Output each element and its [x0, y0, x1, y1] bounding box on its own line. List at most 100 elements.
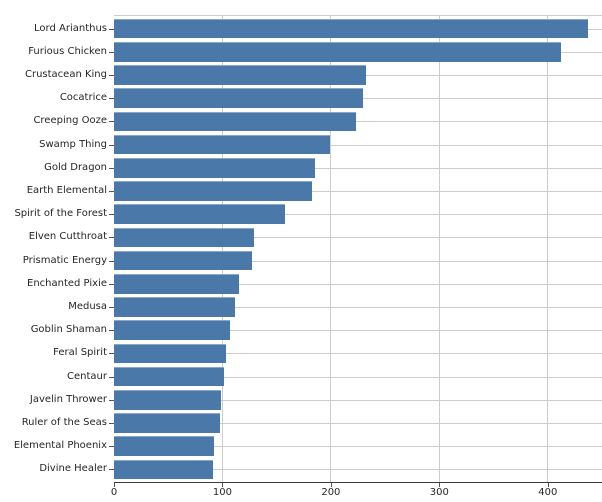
y-tick-label: Furious Chicken: [28, 45, 107, 57]
x-tick-mark: [547, 483, 549, 487]
y-gridline: [114, 214, 602, 216]
bar-row: [114, 87, 602, 110]
y-gridline: [114, 353, 602, 355]
y-gridline: [114, 422, 602, 424]
bar-enchanted-pixie: [114, 274, 239, 294]
bar-feral-spirit: [114, 343, 226, 364]
bar-row: [114, 110, 602, 133]
x-tick-label: 100: [212, 487, 232, 498]
y-tick-mark: [109, 446, 114, 448]
x-tick-mark: [330, 483, 332, 487]
bar-ruler-of-the-seas: [114, 413, 221, 433]
bar-row: [114, 63, 602, 86]
y-tick-mark: [109, 307, 114, 308]
x-tick-label: 0: [110, 487, 118, 498]
y-gridline: [114, 260, 602, 262]
x-gridline: [547, 15, 549, 482]
y-tick-label: Gold Dragon: [44, 161, 107, 173]
bar-row: [114, 40, 602, 63]
y-tick-mark: [109, 51, 114, 53]
y-gridline: [114, 376, 602, 378]
y-tick-label: Creeping Ooze: [33, 115, 107, 127]
y-tick-label: Swamp Thing: [39, 138, 107, 150]
y-tick-mark: [109, 237, 114, 239]
y-gridline: [114, 144, 602, 146]
y-tick-label: Prismatic Energy: [22, 254, 107, 266]
bar-row: [114, 342, 602, 365]
y-tick-mark: [109, 98, 114, 100]
y-tick-label: Crustacean King: [24, 69, 107, 80]
x-tick-mark: [114, 483, 115, 487]
bar-row: [114, 365, 602, 388]
x-gridline: [438, 15, 440, 482]
bar-crustacean-king: [114, 65, 366, 85]
y-tick-label: Divine Healer: [39, 463, 107, 475]
bar-row: [114, 295, 602, 318]
bar-lord-arianthus: [114, 18, 588, 39]
y-tick-mark: [109, 75, 114, 76]
bar-creeping-ooze: [114, 111, 356, 132]
bar-row: [114, 458, 602, 481]
bar-row: [114, 179, 602, 202]
x-tick-label: 400: [538, 487, 558, 498]
bar-swamp-thing: [114, 134, 330, 155]
y-gridline: [114, 446, 602, 448]
bar-row: [114, 272, 602, 295]
y-tick-label: Enchanted Pixie: [27, 277, 107, 289]
x-tick-label: 200: [321, 487, 341, 498]
bar-row: [114, 411, 602, 434]
y-gridline: [114, 283, 602, 285]
y-tick-label: Earth Elemental: [26, 185, 107, 196]
y-gridline: [114, 167, 602, 169]
y-tick-label: Javelin Thrower: [29, 393, 107, 405]
bar-furious-chicken: [114, 42, 561, 62]
y-tick-label: Medusa: [68, 301, 107, 312]
y-gridline: [114, 330, 602, 332]
y-tick-label: Ruler of the Seas: [21, 417, 107, 428]
y-tick-mark: [109, 167, 114, 169]
x-axis-line: [114, 482, 602, 483]
y-tick-label: Feral Spirit: [53, 347, 107, 359]
y-tick-label: Spirit of the Forest: [14, 208, 107, 220]
bar-row: [114, 435, 602, 458]
y-gridline: [114, 190, 602, 192]
x-tick-mark: [222, 483, 224, 487]
bar-row: [114, 17, 602, 40]
y-tick-mark: [109, 423, 114, 424]
y-tick-mark: [109, 283, 114, 285]
y-gridline: [114, 469, 602, 471]
y-tick-mark: [109, 399, 114, 401]
bar-earth-elemental: [114, 181, 313, 201]
y-tick-label: Goblin Shaman: [30, 324, 107, 336]
bar-row: [114, 249, 602, 272]
bar-row: [114, 388, 602, 411]
bar-row: [114, 226, 602, 249]
bar-goblin-shaman: [114, 320, 231, 340]
bar-row: [114, 156, 602, 179]
x-tick-label: 300: [429, 487, 449, 498]
x-gridline: [221, 15, 223, 482]
x-tick-mark: [439, 483, 441, 487]
bar-centaur: [114, 366, 224, 387]
bar-elemental-phoenix: [114, 436, 214, 456]
bar-spirit-of-the-forest: [114, 204, 286, 224]
y-tick-mark: [109, 191, 114, 192]
y-tick-mark: [109, 121, 114, 123]
bar-divine-healer: [114, 459, 213, 480]
bar-medusa: [114, 297, 236, 317]
y-tick-mark: [109, 260, 114, 262]
bar-row: [114, 203, 602, 226]
y-tick-label: Cocatrice: [59, 92, 107, 104]
y-gridline: [114, 399, 602, 401]
y-gridline: [114, 121, 602, 123]
y-tick-mark: [109, 144, 114, 146]
bar-cocatrice: [114, 88, 364, 108]
y-tick-mark: [109, 353, 114, 355]
bar-gold-dragon: [114, 158, 315, 178]
bar-elven-cutthroat: [114, 227, 254, 248]
bar-prismatic-energy: [114, 250, 252, 271]
y-tick-mark: [109, 469, 114, 471]
top-spine: [114, 15, 602, 16]
bar-row: [114, 319, 602, 342]
y-tick-label: Centaur: [67, 370, 107, 382]
